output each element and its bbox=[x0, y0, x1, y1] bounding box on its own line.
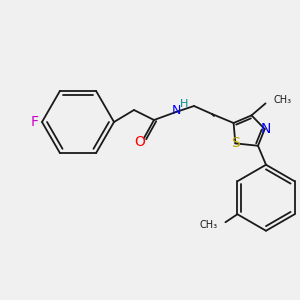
Text: N: N bbox=[171, 104, 181, 118]
Text: O: O bbox=[135, 135, 146, 149]
Text: N: N bbox=[261, 122, 271, 136]
Text: CH₃: CH₃ bbox=[274, 95, 292, 105]
Text: F: F bbox=[31, 115, 39, 129]
Text: S: S bbox=[231, 136, 240, 150]
Text: H: H bbox=[180, 99, 188, 109]
Text: CH₃: CH₃ bbox=[199, 220, 218, 230]
